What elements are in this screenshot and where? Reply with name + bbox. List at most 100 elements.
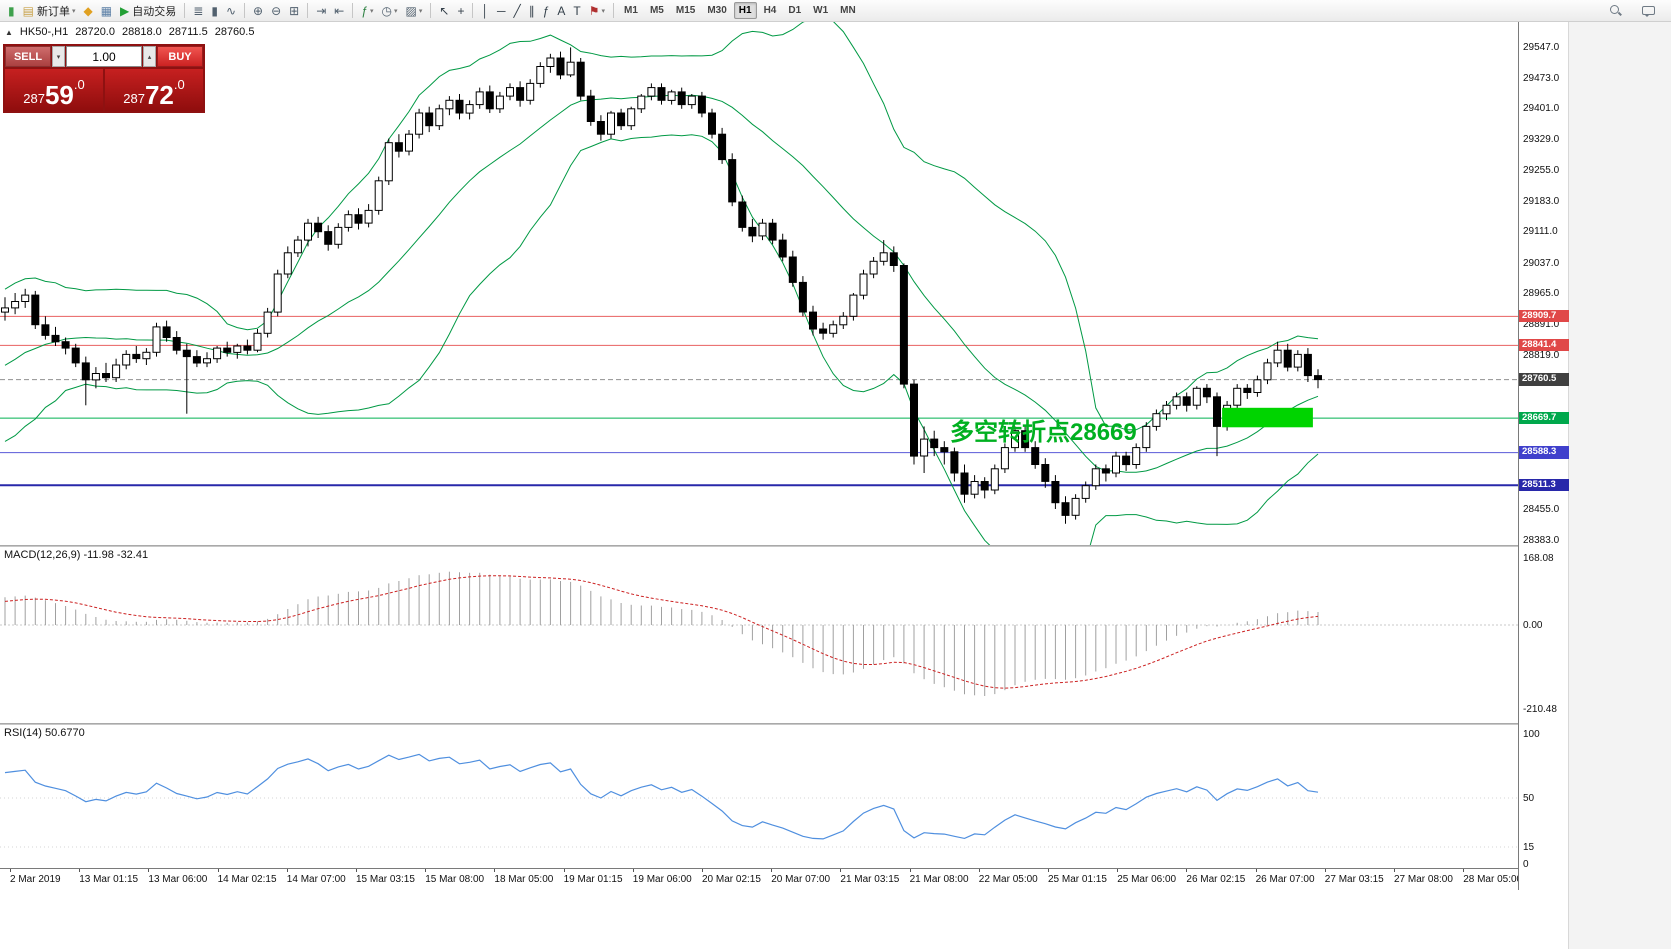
timeframe-m30-button[interactable]: M30 — [707, 5, 727, 16]
time-axis-label: 13 Mar 01:15 — [79, 874, 139, 885]
macd-panel[interactable]: MACD(12,26,9) -11.98 -32.41 — [0, 547, 1518, 723]
tile-windows-button[interactable]: ⊞ — [286, 2, 302, 20]
timeframe-h4-button[interactable]: H4 — [763, 5, 777, 16]
main-chart-panel[interactable]: ▲ HK50-,H1 28720.0 28818.0 28711.5 28760… — [0, 22, 1518, 545]
arrows-icon: ⚑ — [588, 3, 600, 18]
periods-button[interactable]: ◷ ▾ — [379, 2, 401, 20]
macd-axis-label: -210.48 — [1523, 704, 1557, 716]
equidistant-channel-icon: ∥ — [528, 3, 535, 18]
sell-price-display[interactable]: 287 59.0 — [5, 69, 103, 111]
text-button[interactable]: A — [554, 2, 568, 20]
volume-down-button[interactable]: ▾ — [52, 46, 65, 67]
rsi-axis-label: 0 — [1523, 859, 1529, 870]
time-axis-label: 27 Mar 03:15 — [1324, 874, 1384, 885]
volume-input[interactable] — [66, 46, 142, 67]
timeframe-w1-button[interactable]: W1 — [813, 5, 829, 16]
auto-scroll-button[interactable]: ⇥ — [313, 2, 329, 20]
autotrading-icon: ▶ — [120, 3, 130, 18]
line-chart-button[interactable]: ∿ — [223, 2, 239, 20]
trendline-button[interactable]: ╱ — [510, 2, 523, 20]
symbols-button[interactable]: ▮ — [5, 2, 18, 20]
time-axis-label: 21 Mar 03:15 — [840, 874, 900, 885]
timeframe-m5-button[interactable]: M5 — [649, 5, 664, 16]
time-tick — [217, 869, 219, 872]
search-button[interactable] — [1607, 2, 1625, 20]
panel-divider-rsi[interactable] — [0, 723, 1568, 725]
crosshair-button[interactable]: + — [454, 2, 467, 20]
macd-axis-label: 168.08 — [1523, 552, 1554, 564]
price-badge: 28909.7 — [1519, 309, 1569, 323]
time-axis-label: 22 Mar 05:00 — [978, 874, 1038, 885]
time-tick — [1324, 869, 1326, 872]
time-tick — [771, 869, 773, 872]
timeframe-d1-button[interactable]: D1 — [788, 5, 802, 16]
text-label-button[interactable]: T — [570, 2, 583, 20]
price-axis-label: 29329.0 — [1523, 133, 1560, 145]
window-gutter — [1568, 22, 1671, 949]
fibonacci-button[interactable]: ƒ — [540, 2, 553, 20]
search-icon — [1610, 4, 1622, 17]
timeframe-mn-button[interactable]: MN — [840, 5, 856, 16]
time-tick — [702, 869, 703, 872]
vertical-line-button[interactable]: │ — [478, 2, 492, 20]
cursor-button[interactable]: ↖ — [436, 2, 452, 20]
time-tick — [10, 869, 11, 872]
toolbar: ▮ ▤ 新订单 ▾ ◆ ▦ ▶ 自动交易 ≣ ▮ ∿ ⊕ ⊖ ⊞ ⇥ ⇤ ƒ ▾ ◷ ▾ ▨ ▾ ↖ + │ ─ ╱ ∥ ƒ A T ⚑ ▾ M1… — [0, 0, 1671, 22]
bar-chart-button[interactable]: ≣ — [190, 2, 206, 20]
price-axis[interactable]: 29547.0 29473.0 29401.0 29329.0 29255.0 29183… — [1518, 22, 1569, 890]
sell-button[interactable]: SELL — [5, 46, 51, 67]
panel-divider-macd[interactable] — [0, 545, 1568, 547]
chevron-down-icon: ▾ — [370, 7, 374, 15]
templates-button[interactable]: ▨ ▾ — [403, 2, 426, 20]
equidistant-channel-button[interactable]: ∥ — [526, 2, 538, 20]
arrows-button[interactable]: ⚑ ▾ — [586, 2, 608, 20]
horizontal-line-button[interactable]: ─ — [494, 2, 509, 20]
buy-price-prefix: 287 — [123, 90, 145, 106]
time-axis-label: 20 Mar 07:00 — [771, 874, 831, 885]
depth-of-market-button[interactable]: ▦ — [98, 2, 115, 20]
vertical-line-icon: │ — [481, 3, 489, 18]
time-axis-label: 19 Mar 01:15 — [563, 874, 623, 885]
time-axis-label: 14 Mar 07:00 — [286, 874, 346, 885]
rsi-header: RSI(14) 50.6770 — [4, 727, 85, 739]
timeframe-h1-button[interactable]: H1 — [733, 2, 757, 19]
price-badge: 28511.3 — [1519, 478, 1569, 492]
timeframe-m1-button[interactable]: M1 — [624, 5, 638, 16]
rsi-axis-label: 100 — [1523, 729, 1540, 740]
time-axis-label: 2 Mar 2019 — [10, 874, 61, 885]
time-axis-label: 25 Mar 06:00 — [1117, 874, 1177, 885]
timeframe-m15-button[interactable]: M15 — [675, 5, 696, 16]
rsi-panel[interactable]: RSI(14) 50.6770 — [0, 725, 1518, 868]
buy-button[interactable]: BUY — [157, 46, 203, 67]
new-order-button[interactable]: ▤ 新订单 ▾ — [20, 2, 79, 20]
zoom-in-button[interactable]: ⊕ — [250, 2, 266, 20]
buy-price-display[interactable]: 287 72.0 — [105, 69, 203, 111]
mql5-market-button[interactable]: ◆ — [80, 2, 95, 20]
time-axis-label: 13 Mar 06:00 — [148, 874, 208, 885]
horizontal-line-icon: ─ — [496, 3, 506, 18]
time-tick — [286, 869, 288, 872]
chevron-down-icon: ▾ — [601, 7, 606, 15]
autotrading-button[interactable]: ▶ 自动交易 — [117, 2, 179, 20]
time-axis-label: 28 Mar 05:00 — [1463, 874, 1523, 885]
price-chart-canvas[interactable] — [0, 22, 1518, 545]
toolbar-separator — [613, 3, 615, 18]
low-value: 28711.5 — [168, 26, 208, 38]
zoom-out-button[interactable]: ⊖ — [268, 2, 284, 20]
toolbar-separator — [352, 3, 354, 18]
time-axis[interactable]: 2 Mar 2019 13 Mar 01:15 13 Mar 06:00 14 Mar… — [0, 868, 1522, 890]
community-chat-button[interactable] — [1639, 2, 1658, 20]
chart-shift-button[interactable]: ⇤ — [331, 2, 347, 20]
mql5-market-icon: ◆ — [83, 3, 93, 18]
price-axis-label: 28383.0 — [1523, 534, 1560, 546]
candlestick-chart-button[interactable]: ▮ — [208, 2, 221, 20]
candlestick-chart-icon: ▮ — [211, 3, 218, 18]
chart-shift-icon: ⇤ — [334, 3, 345, 18]
indicators-button[interactable]: ƒ ▾ — [358, 2, 376, 20]
new-order-icon: ▤ — [22, 3, 34, 18]
price-badge: 28588.3 — [1519, 446, 1569, 459]
buy-price-decimal: .0 — [173, 77, 185, 92]
volume-up-button[interactable]: ▴ — [143, 46, 156, 67]
price-axis-label: 28891.0 — [1523, 319, 1560, 331]
